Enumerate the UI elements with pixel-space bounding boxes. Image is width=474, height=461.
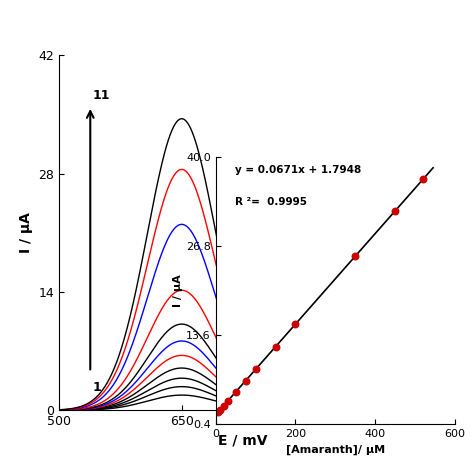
Point — [272, 343, 279, 350]
Point — [214, 409, 221, 416]
Point — [392, 207, 399, 214]
Y-axis label: I / μA: I / μA — [173, 274, 183, 307]
Text: R ²=  0.9995: R ²= 0.9995 — [235, 197, 307, 207]
X-axis label: E / mV: E / mV — [218, 434, 268, 448]
Text: 11: 11 — [93, 89, 110, 102]
Point — [352, 253, 359, 260]
Point — [232, 388, 239, 396]
Y-axis label: I / μA: I / μA — [19, 213, 33, 253]
Point — [216, 407, 223, 414]
Point — [224, 397, 231, 405]
Point — [242, 377, 249, 384]
Point — [252, 366, 259, 373]
Text: y = 0.0671x + 1.7948: y = 0.0671x + 1.7948 — [235, 165, 361, 175]
Point — [419, 176, 427, 183]
Point — [220, 402, 228, 409]
Point — [292, 320, 299, 328]
X-axis label: [Amaranth]/ μM: [Amaranth]/ μM — [286, 444, 385, 455]
Text: 1: 1 — [93, 381, 101, 394]
